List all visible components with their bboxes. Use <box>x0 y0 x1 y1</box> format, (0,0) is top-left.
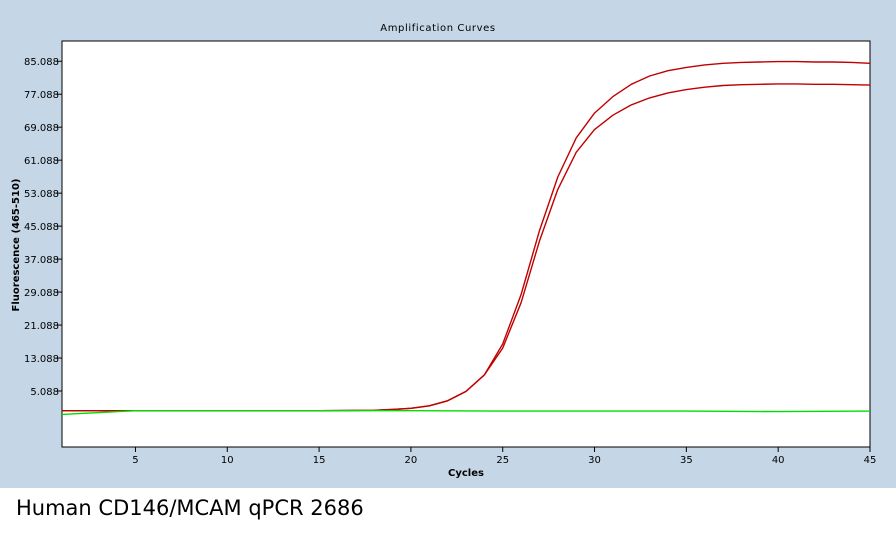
y-tick-label: 29.088 <box>24 288 59 299</box>
x-axis-title: Cycles <box>448 468 484 479</box>
figure-caption: Human CD146/MCAM qPCR 2686 <box>16 496 364 520</box>
y-tick-label: 37.088 <box>24 255 59 266</box>
y-tick-label: 5.088 <box>30 387 59 398</box>
y-axis-title: Fluorescence (465-510) <box>11 179 22 312</box>
x-tick-label: 10 <box>221 455 234 466</box>
series-layer <box>61 60 871 416</box>
x-tick-label: 40 <box>772 455 785 466</box>
x-tick-label: 20 <box>405 455 418 466</box>
x-tick-label: 30 <box>588 455 601 466</box>
y-tick-label: 13.088 <box>24 354 59 365</box>
y-axis: 5.088 13.088 21.088 29.088 37.088 45.088 53.08… <box>24 57 62 398</box>
y-tick-label: 61.088 <box>24 156 59 167</box>
y-tick-label: 21.088 <box>24 321 59 332</box>
series-line-2 <box>62 83 871 412</box>
x-axis: 5 10 15 20 25 30 35 40 45 <box>132 447 876 466</box>
y-tick-label: 45.088 <box>24 222 59 233</box>
chart-title: Amplification Curves <box>380 23 495 34</box>
y-tick-label: 85.088 <box>24 57 59 68</box>
x-tick-label: 25 <box>496 455 509 466</box>
y-tick-label: 69.088 <box>24 123 59 134</box>
chart-panel: Amplification Curves 5.088 13.088 21.088 29… <box>0 0 896 488</box>
x-tick-label: 5 <box>132 455 138 466</box>
series-line-3 <box>61 410 871 416</box>
x-tick-label: 15 <box>313 455 326 466</box>
amplification-chart: Amplification Curves 5.088 13.088 21.088 29… <box>11 23 876 479</box>
plot-area <box>61 40 871 448</box>
y-tick-label: 53.088 <box>24 189 59 200</box>
x-tick-label: 45 <box>864 455 877 466</box>
x-tick-label: 35 <box>680 455 693 466</box>
y-tick-label: 77.088 <box>24 90 59 101</box>
